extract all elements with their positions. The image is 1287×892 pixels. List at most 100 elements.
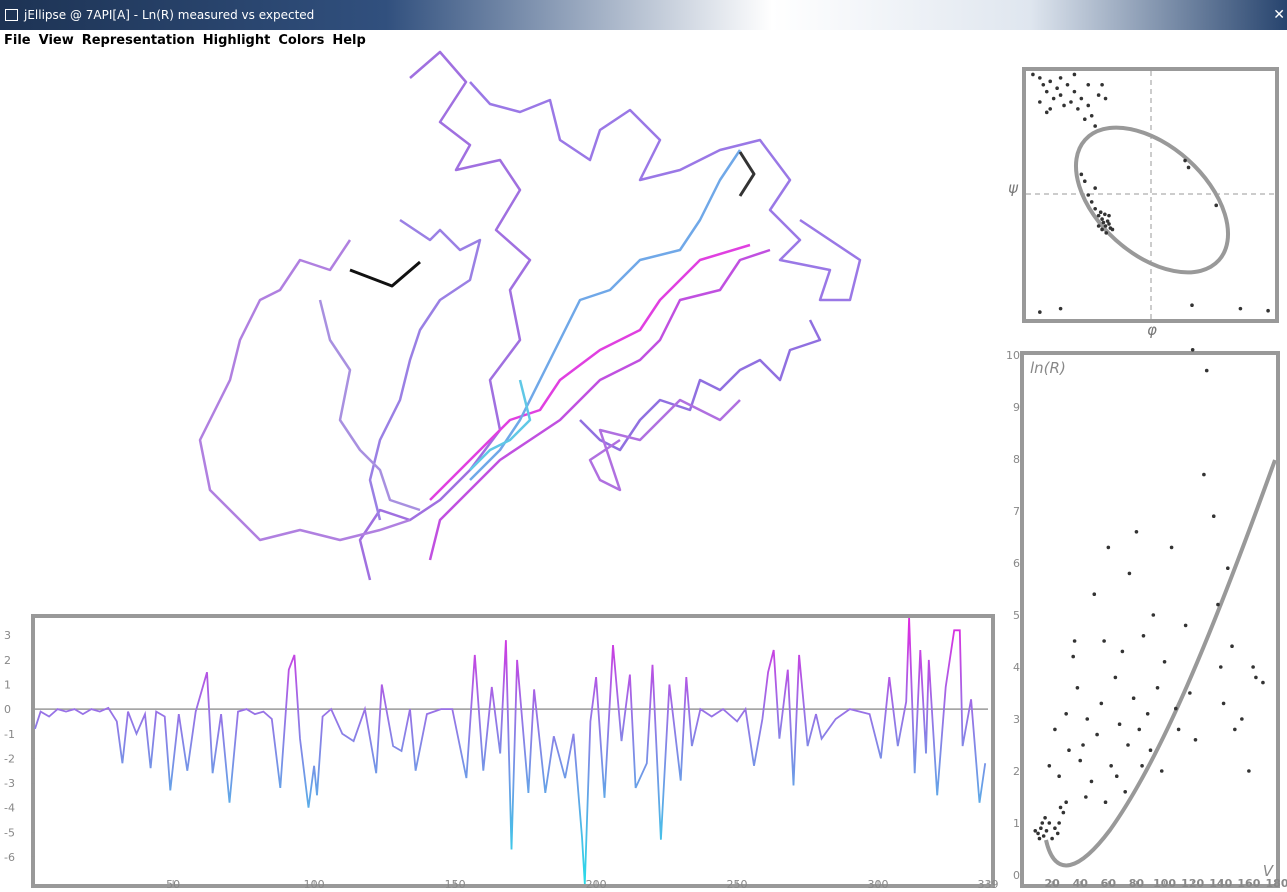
data-point — [1045, 90, 1049, 94]
data-point — [1086, 104, 1090, 108]
ramachandran-guides — [1026, 71, 1275, 319]
data-point — [1050, 837, 1054, 841]
data-point — [1078, 759, 1082, 763]
data-point — [1092, 592, 1096, 596]
data-point — [1114, 676, 1118, 680]
data-point — [1170, 546, 1174, 550]
data-point — [1115, 774, 1119, 778]
x-tick-label: 150 — [445, 878, 466, 891]
data-point — [1111, 228, 1115, 232]
data-point — [1093, 207, 1097, 211]
y-axis-label: ln(R) — [1030, 359, 1066, 377]
data-point — [1142, 634, 1146, 638]
x-axis-label: V — [1263, 862, 1275, 880]
data-point — [1261, 681, 1265, 685]
data-point — [1100, 217, 1104, 221]
data-point — [1177, 728, 1181, 732]
data-point — [1045, 111, 1049, 115]
data-point — [1109, 764, 1113, 768]
data-point — [1056, 832, 1060, 836]
y-tick-label: -4 — [4, 802, 15, 815]
data-point — [1137, 728, 1141, 732]
y-tick-label: 2 — [1013, 765, 1020, 778]
data-point — [1107, 222, 1111, 226]
data-point — [1216, 603, 1220, 607]
data-point — [1085, 717, 1089, 721]
y-tick-label: -3 — [4, 777, 15, 790]
data-point — [1212, 514, 1216, 518]
data-point — [1226, 566, 1230, 570]
data-point — [1031, 73, 1035, 77]
data-point — [1052, 97, 1056, 101]
data-point — [1048, 107, 1052, 111]
y-tick-label: 8 — [1013, 453, 1020, 466]
data-point — [1041, 83, 1045, 87]
data-point — [1095, 733, 1099, 737]
data-point — [1045, 829, 1049, 833]
data-point — [1086, 193, 1090, 197]
data-point — [1053, 826, 1057, 830]
data-point — [1048, 821, 1052, 825]
data-point — [1064, 800, 1068, 804]
y-tick-label: -2 — [4, 752, 15, 765]
data-point — [1230, 644, 1234, 648]
data-point — [1073, 90, 1077, 94]
data-point — [1152, 613, 1156, 617]
data-point — [1083, 117, 1087, 121]
y-tick-label: 10 — [1006, 349, 1020, 362]
y-tick-label: 3 — [4, 629, 11, 642]
data-point — [1055, 86, 1059, 90]
data-point — [1062, 811, 1066, 815]
x-tick-label: 300 — [868, 878, 889, 891]
data-point — [1090, 780, 1094, 784]
data-point — [1097, 214, 1101, 218]
data-point — [1038, 76, 1042, 80]
data-point — [1059, 806, 1063, 810]
data-point — [1239, 307, 1243, 311]
data-point — [1097, 224, 1101, 228]
data-point — [1104, 224, 1108, 228]
data-point — [1076, 107, 1080, 111]
y-tick-label: 4 — [1013, 661, 1020, 674]
x-tick-label: 50 — [166, 878, 180, 891]
data-point — [1080, 97, 1084, 101]
data-point — [1067, 748, 1071, 752]
data-point — [1107, 546, 1111, 550]
data-point — [1073, 639, 1077, 643]
data-point — [1086, 83, 1090, 87]
y-tick-label: 9 — [1013, 401, 1020, 414]
x-tick-label: 339 — [978, 878, 999, 891]
y-tick-label: -6 — [4, 851, 15, 864]
data-point — [1156, 686, 1160, 690]
y-tick-label: 1 — [4, 679, 11, 692]
data-point — [1184, 624, 1188, 628]
data-point — [1097, 93, 1101, 97]
data-point — [1128, 572, 1132, 576]
protein-trace — [200, 52, 860, 580]
data-point — [1040, 821, 1044, 825]
y-tick-label: 5 — [1013, 609, 1020, 622]
data-point — [1059, 93, 1063, 97]
data-point — [1076, 686, 1080, 690]
data-point — [1073, 73, 1077, 77]
data-point — [1121, 650, 1125, 654]
data-point — [1118, 722, 1122, 726]
data-point — [1090, 114, 1094, 118]
data-point — [1219, 665, 1223, 669]
y-tick-label: 7 — [1013, 505, 1020, 518]
app-window: jEllipse @ 7API[A] - Ln(R) measured vs e… — [0, 0, 1287, 892]
data-point — [1123, 790, 1127, 794]
data-point — [1043, 816, 1047, 820]
data-point — [1100, 702, 1104, 706]
y-tick-label: 1 — [1013, 817, 1020, 830]
data-point — [1057, 821, 1061, 825]
y-tick-label: 2 — [4, 654, 11, 667]
data-point — [1048, 764, 1052, 768]
data-point — [1100, 228, 1104, 232]
y-axis-label: ψ — [1008, 179, 1019, 197]
data-point — [1191, 348, 1195, 352]
x-axis-label: φ — [1147, 321, 1157, 339]
data-point — [1188, 691, 1192, 695]
data-point — [1104, 800, 1108, 804]
expected-curve — [1046, 460, 1275, 865]
